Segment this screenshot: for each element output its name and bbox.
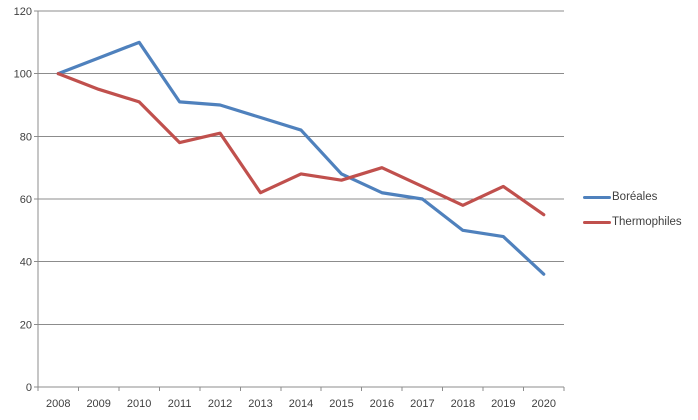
x-tick-label: 2016 — [370, 398, 394, 410]
y-tick-label: 20 — [20, 319, 32, 331]
legend-entry-boreales: Boréales — [583, 190, 682, 204]
x-tick-label: 2009 — [86, 398, 110, 410]
y-tick-label: 0 — [26, 382, 32, 394]
legend-label-boreales: Boréales — [612, 191, 658, 203]
y-tick-label: 120 — [14, 6, 32, 18]
x-tick-label: 2010 — [127, 398, 151, 410]
chart-legend: Boréales Thermophiles — [583, 190, 682, 229]
y-tick-label: 100 — [14, 69, 32, 81]
x-tick-label: 2019 — [491, 398, 515, 410]
x-tick-label: 2014 — [289, 398, 313, 410]
x-tick-label: 2018 — [451, 398, 475, 410]
series-line-boréales — [56, 40, 546, 276]
x-tick-label: 2020 — [532, 398, 556, 410]
y-tick-label: 40 — [20, 257, 32, 269]
legend-swatch-thermophiles-icon — [583, 220, 611, 224]
series-line-thermophiles — [56, 72, 546, 217]
legend-swatch-boreales-icon — [583, 195, 611, 199]
x-tick-label: 2017 — [410, 398, 434, 410]
legend-entry-thermophiles: Thermophiles — [583, 215, 682, 229]
y-tick-label: 80 — [20, 131, 32, 143]
x-tick-label: 2013 — [248, 398, 272, 410]
legend-label-thermophiles: Thermophiles — [612, 216, 682, 228]
x-tick-label: 2015 — [329, 398, 353, 410]
y-tick-label: 60 — [20, 194, 32, 206]
x-tick-label: 2008 — [46, 398, 70, 410]
x-tick-label: 2011 — [168, 398, 192, 410]
x-tick-label: 2012 — [208, 398, 232, 410]
